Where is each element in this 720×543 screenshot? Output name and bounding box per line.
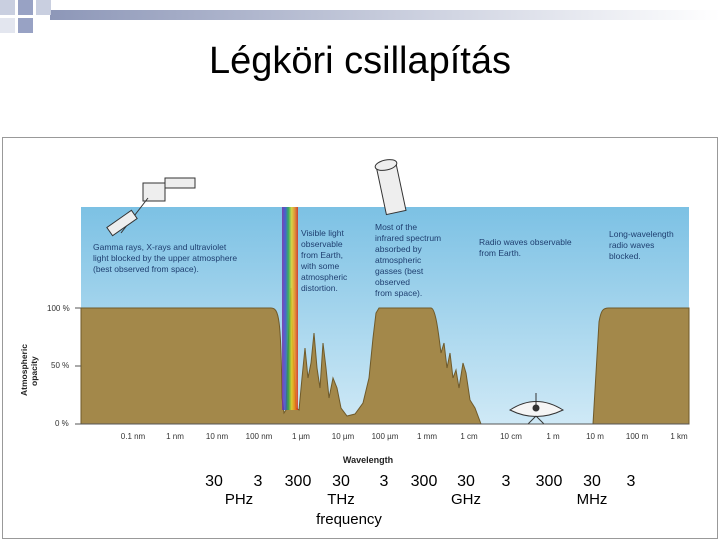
- annotation-line: light blocked by the upper atmosphere: [93, 253, 237, 263]
- deco-square: [36, 0, 51, 15]
- x-tick-label: 100 µm: [372, 432, 399, 441]
- frequency-value: 3: [380, 473, 389, 490]
- x-axis-label: Wavelength: [343, 455, 393, 465]
- frequency-unit: PHz: [225, 491, 253, 508]
- y-tick-label: 100 %: [47, 304, 70, 313]
- annotation-line: (best observed from space).: [93, 264, 199, 274]
- frequency-value: 30: [205, 473, 223, 490]
- annotation-line: with some: [300, 261, 340, 271]
- annotation-line: blocked.: [609, 251, 641, 261]
- frequency-value: 30: [583, 473, 601, 490]
- annotation-line: observable: [301, 239, 343, 249]
- frequency-value: 3: [254, 473, 263, 490]
- y-tick-label: 0 %: [55, 419, 69, 428]
- x-tick-label: 10 µm: [332, 432, 355, 441]
- atmospheric-opacity-diagram: Gamma rays, X-rays and ultraviolet light…: [19, 159, 690, 528]
- x-tick-label: 100 m: [626, 432, 649, 441]
- frequency-unit: GHz: [451, 491, 481, 508]
- annotation-line: Visible light: [301, 228, 344, 238]
- frequency-value: 30: [332, 473, 350, 490]
- header-gradient-bar: [50, 10, 720, 20]
- x-tick-label: 10 nm: [206, 432, 229, 441]
- annotation-radio: Radio waves observable from Earth.: [479, 237, 572, 258]
- x-tick-label: 1 nm: [166, 432, 184, 441]
- frequency-unit: THz: [327, 491, 355, 508]
- x-tick-label: 100 nm: [246, 432, 273, 441]
- x-tick-label: 0.1 nm: [121, 432, 146, 441]
- annotation-longwave: Long-wavelength radio waves blocked.: [609, 229, 674, 261]
- annotation-line: from Earth,: [301, 250, 343, 260]
- annotation-line: absorbed by: [375, 244, 423, 254]
- y-axis: 100 % 50 % 0 % Atmospheric opacity: [19, 304, 81, 428]
- diagram-panel: Gamma rays, X-rays and ultraviolet light…: [2, 137, 718, 539]
- frequency-units: PHz THz GHz MHz: [225, 491, 608, 508]
- x-tick-label: 1 µm: [292, 432, 310, 441]
- x-tick-label: 1 m: [546, 432, 560, 441]
- annotation-line: atmospheric: [301, 272, 348, 282]
- deco-square: [0, 18, 15, 33]
- frequency-value: 300: [285, 473, 312, 490]
- annotation-line: gasses (best: [375, 266, 424, 276]
- x-tick-label: 1 cm: [460, 432, 478, 441]
- gamma-satellite-icon: [106, 177, 196, 237]
- x-tick-label: 10 m: [586, 432, 604, 441]
- y-axis-label: opacity: [29, 356, 39, 386]
- infrared-telescope-icon: [374, 159, 407, 216]
- x-tick-label: 10 cm: [500, 432, 522, 441]
- slide-title: Légköri csillapítás: [208, 40, 512, 82]
- annotation-visible: Visible light observable from Earth, wit…: [300, 228, 348, 293]
- annotation-line: atmospheric: [375, 255, 422, 265]
- frequency-values: 30 3 300 30 3 300 30 3 300 30 3: [205, 473, 635, 490]
- annotation-infrared: Most of the infrared spectrum absorbed b…: [375, 222, 441, 298]
- annotation-line: Most of the: [375, 222, 417, 232]
- deco-square: [18, 0, 33, 15]
- visible-spectrum-band: [282, 207, 298, 410]
- annotation-line: distortion.: [301, 283, 338, 293]
- frequency-value: 30: [457, 473, 475, 490]
- annotation-line: Radio waves observable: [479, 237, 572, 247]
- x-tick-label: 1 km: [670, 432, 688, 441]
- x-axis: 0.1 nm 1 nm 10 nm 100 nm 1 µm 10 µm 100 …: [121, 432, 688, 465]
- y-axis-label: Atmospheric: [19, 344, 29, 396]
- opacity-curve: [80, 287, 690, 425]
- annotation-line: radio waves: [609, 240, 654, 250]
- annotation-line: observed: [375, 277, 410, 287]
- frequency-label: frequency: [316, 511, 382, 528]
- annotation-gamma: Gamma rays, X-rays and ultraviolet light…: [93, 242, 237, 274]
- annotation-line: from space).: [375, 288, 422, 298]
- deco-square: [0, 0, 15, 15]
- x-tick-label: 1 mm: [417, 432, 437, 441]
- frequency-value: 300: [411, 473, 438, 490]
- frequency-value: 3: [627, 473, 636, 490]
- frequency-unit: MHz: [577, 491, 608, 508]
- frequency-value: 300: [536, 473, 563, 490]
- y-tick-label: 50 %: [51, 361, 69, 370]
- annotation-line: from Earth.: [479, 248, 521, 258]
- frequency-value: 3: [502, 473, 511, 490]
- annotation-line: infrared spectrum: [375, 233, 441, 243]
- annotation-line: Gamma rays, X-rays and ultraviolet: [93, 242, 227, 252]
- radio-dish-icon: [508, 393, 565, 425]
- deco-square: [18, 18, 33, 33]
- annotation-line: Long-wavelength: [609, 229, 674, 239]
- corner-decoration: [0, 0, 720, 33]
